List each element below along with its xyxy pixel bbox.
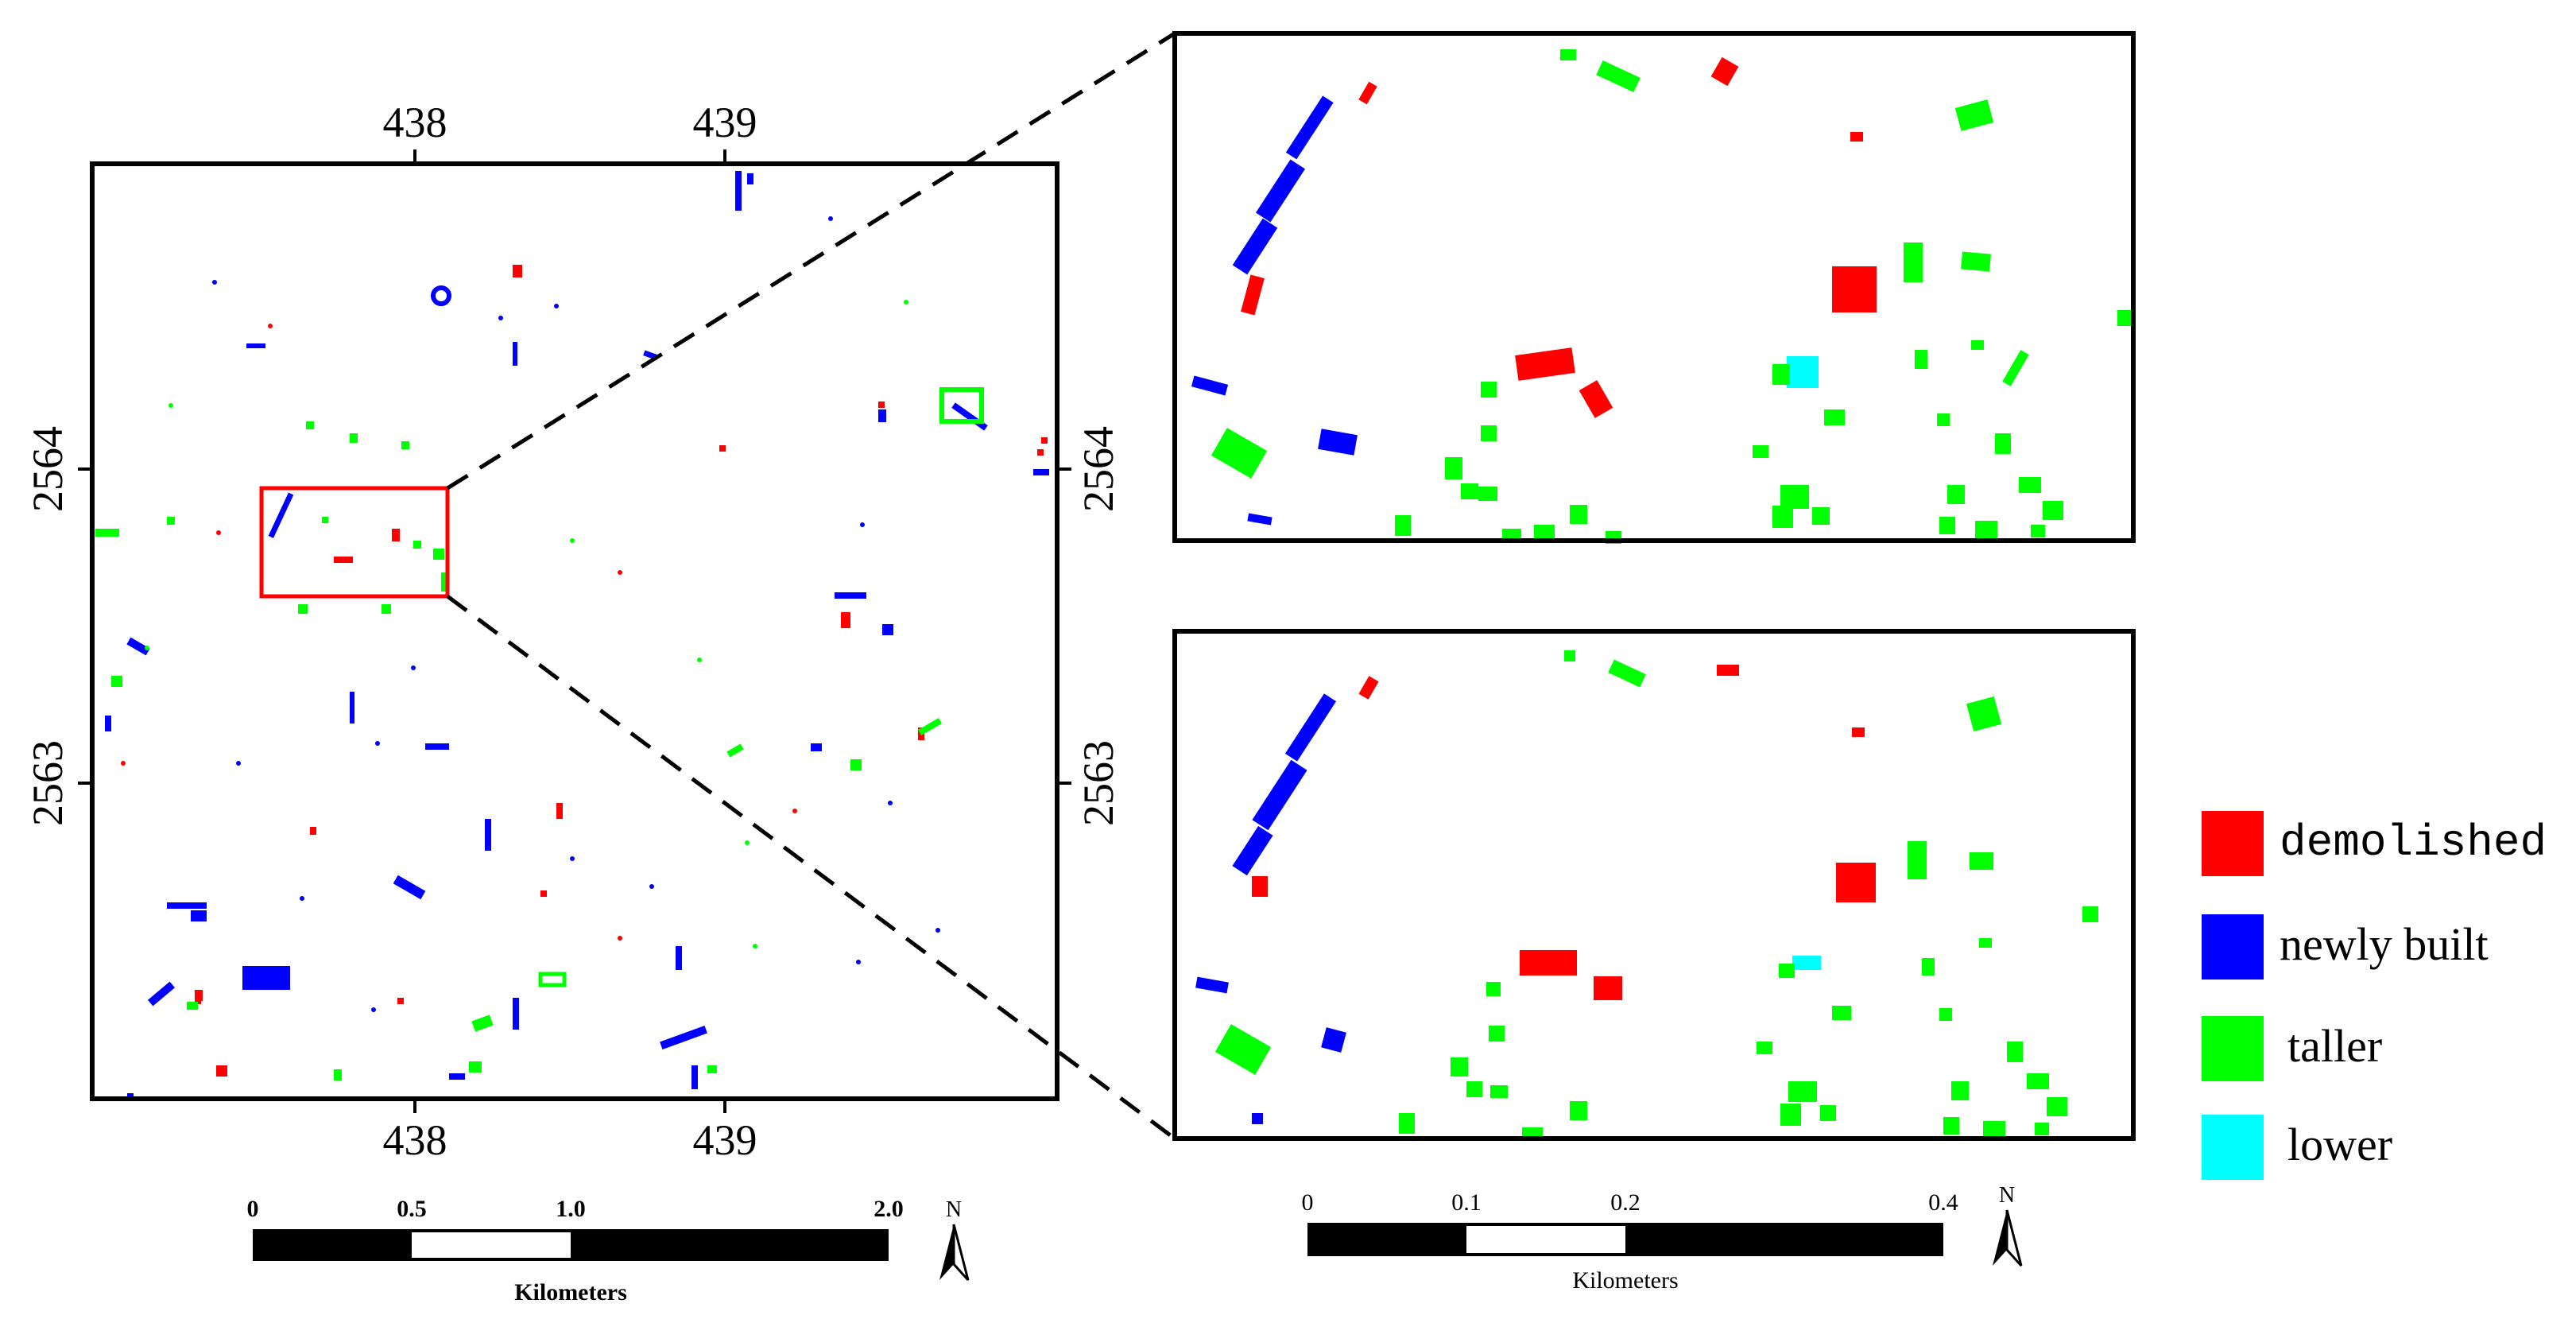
overview-map: 438 439 438 439 2564 2563 2564 2563 [24,99,1122,1164]
scale-left-unit: Kilometers [514,1279,627,1305]
scale-bar-right: 0 0.1 0.2 0.4 Kilometers N [1302,1183,2023,1294]
scale-right-label-2: 0.2 [1610,1189,1641,1216]
legend: demolished newly built taller lower [2202,811,2567,1185]
bottom-tick-label-1: 438 [383,1116,447,1164]
zoom-panel-bottom [1172,629,2136,1141]
scale-bar-left: 0 0.5 1.0 2.0 Kilometers N [247,1196,970,1305]
scale-left-label-1: 0.5 [397,1196,427,1222]
zoom-panel-top [1172,31,2136,544]
scale-right-label-1: 0.1 [1451,1189,1482,1216]
overview-highlight-box [259,486,450,599]
overview-ticks [78,149,1071,1113]
legend-label-taller: taller [2287,1020,2383,1072]
top-tick-label-1: 438 [383,99,447,146]
scale-left-label-3: 2.0 [874,1196,904,1222]
left-tick-label-2: 2563 [24,740,72,826]
overview-change-patches [95,171,1049,1100]
scale-left-label-0: 0 [247,1196,259,1222]
right-tick-label-1: 2564 [1075,426,1122,512]
top-tick-label-2: 439 [693,99,757,146]
legend-swatch-lower [2202,1115,2264,1180]
right-tick-label-2: 2563 [1075,740,1122,826]
scale-left-label-2: 1.0 [556,1196,586,1222]
svg-text:N: N [946,1197,962,1222]
north-arrow-icon: N [939,1197,970,1282]
legend-swatch-taller [2202,1016,2264,1081]
zoom-bottom-patches [1195,650,2098,1139]
zoom-panel-bottom-frame [1172,629,2136,1141]
zoom-top-patches [1191,49,2133,544]
scale-right-unit: Kilometers [1572,1267,1678,1294]
left-tick-label-1: 2564 [24,426,72,512]
svg-text:N: N [1999,1183,2015,1208]
legend-label-demolished: demolished [2280,817,2547,868]
legend-swatch-newly-built [2202,914,2264,980]
legend-label-newly-built: newly built [2280,918,2489,970]
overview-map-frame [90,161,1059,1101]
legend-label-lower: lower [2287,1119,2393,1170]
scale-right-label-0: 0 [1302,1189,1314,1216]
bottom-tick-label-2: 439 [693,1116,757,1164]
legend-swatch-demolished [2202,811,2264,876]
zoom-connector-lines [446,31,1176,1141]
north-arrow-icon: N [1993,1183,2023,1267]
scale-right-label-3: 0.4 [1928,1189,1958,1216]
zoom-panel-top-frame [1172,31,2136,543]
